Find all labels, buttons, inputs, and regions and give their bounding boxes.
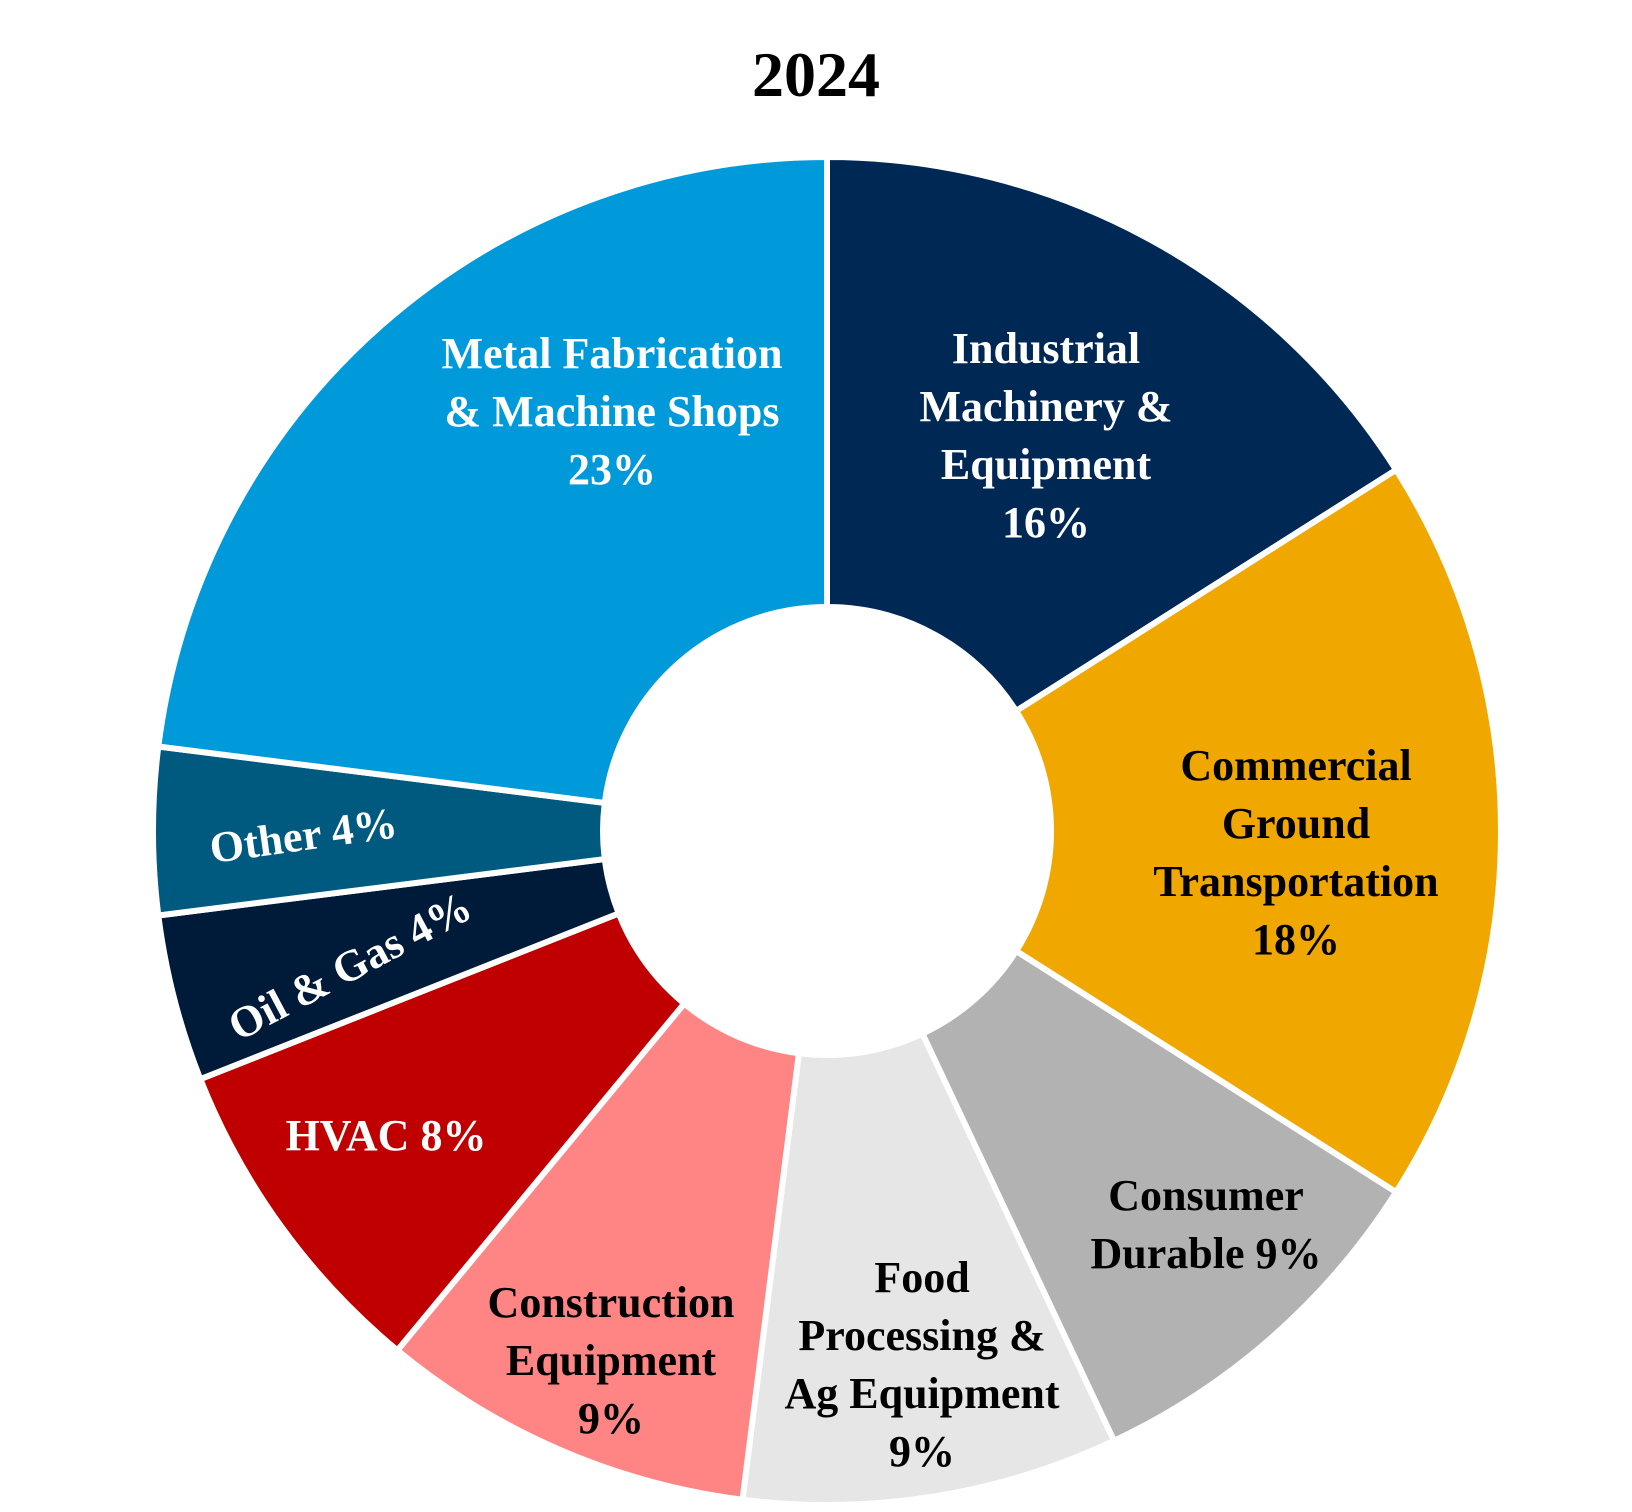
slice-label-line: Ag Equipment	[784, 1369, 1059, 1418]
slice-label-line: 23%	[568, 445, 656, 494]
slice-label-line: Construction	[488, 1278, 735, 1327]
slice-label-line: 18%	[1252, 915, 1340, 964]
slice-commercial-ground-transportation	[1011, 465, 1505, 1197]
slice-hvac	[196, 909, 689, 1355]
slice-label-line: Food	[874, 1253, 969, 1302]
slice-food-processing-ag-equipment	[739, 1029, 1118, 1509]
slice-label-line: Commercial	[1180, 741, 1411, 790]
slice-label-line: & Machine Shops	[445, 387, 780, 436]
slice-label-metal-fabrication-machine-shops: Metal Fabrication & Machine Shops 23%	[442, 329, 783, 494]
slice-metal-fabrication-machine-shops	[154, 153, 830, 807]
slice-label-construction-equipment: Construction Equipment 9%	[488, 1278, 735, 1443]
slice-label-commercial-ground-transportation: Commercial Ground Transportation 18%	[1153, 741, 1438, 964]
slice-label-line: Transportation	[1153, 857, 1438, 906]
slice-label-line: 16%	[1002, 498, 1090, 547]
slice-label-line: Machinery &	[920, 382, 1173, 431]
slice-label-line: Consumer	[1108, 1171, 1304, 1220]
slice-label-line: Industrial	[952, 324, 1140, 373]
slice-label-line: 9%	[578, 1394, 644, 1443]
slice-label-line: Ground	[1222, 799, 1370, 848]
slice-construction-equipment	[393, 999, 803, 1504]
slice-label-line: HVAC 8%	[286, 1111, 487, 1160]
slice-label-hvac: HVAC 8%	[286, 1111, 487, 1160]
slice-label-line: Metal Fabrication	[442, 329, 783, 378]
slice-industrial-machinery-equipment	[824, 153, 1401, 716]
slice-label-line: 9%	[889, 1427, 955, 1476]
slice-label-consumer-durable: Consumer Durable 9%	[1091, 1171, 1322, 1278]
slice-label-line: Processing &	[798, 1311, 1045, 1360]
slice-label-line: Equipment	[941, 440, 1152, 489]
slice-label-food-processing-ag-equipment: Food Processing & Ag Equipment 9%	[784, 1253, 1059, 1476]
slice-label-industrial-machinery-equipment: Industrial Machinery & Equipment 16%	[920, 324, 1173, 547]
slice-label-line: Equipment	[506, 1336, 717, 1385]
slice-label-line: Durable 9%	[1091, 1229, 1322, 1278]
slice-consumer-durable	[918, 946, 1401, 1445]
chart-title: 2024	[752, 39, 880, 110]
